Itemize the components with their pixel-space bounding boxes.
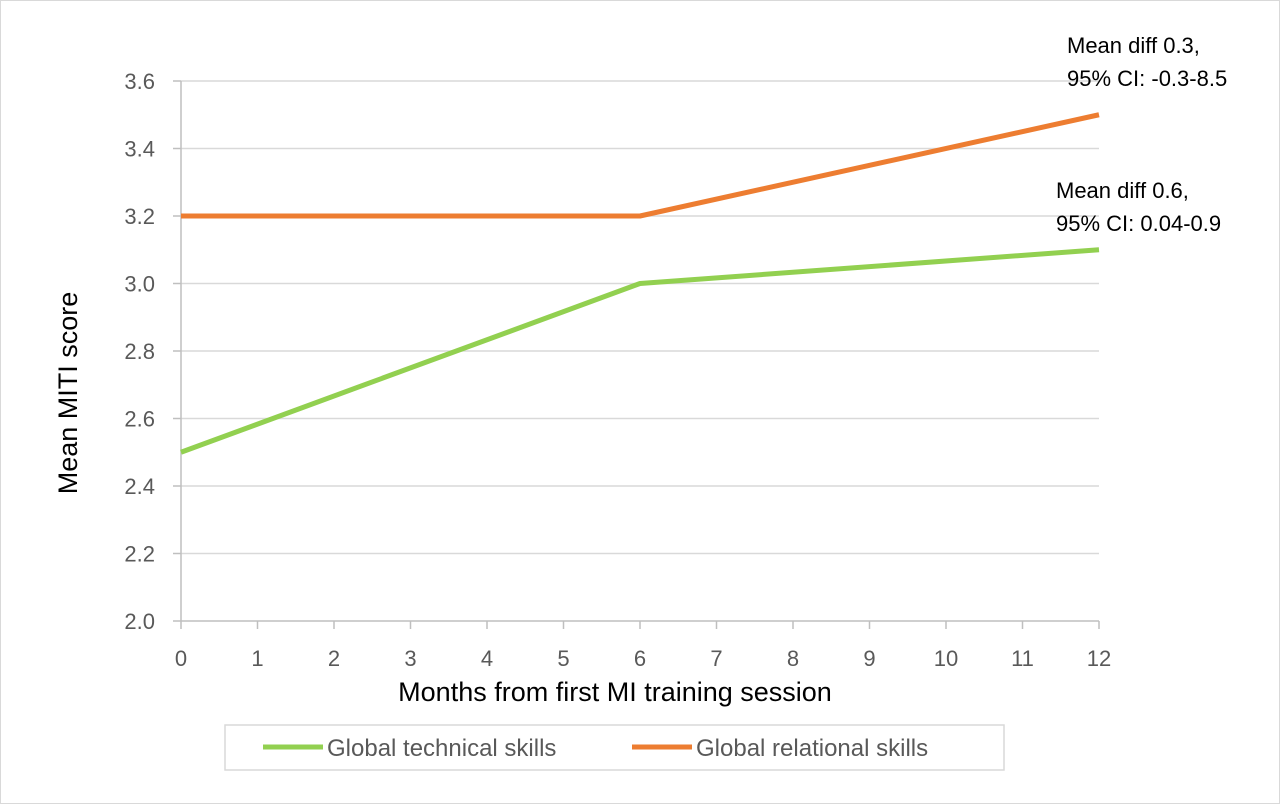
series-line [180,247,1100,455]
x-tick-label: 5 [557,646,569,671]
series-line [181,112,1100,219]
x-tick-label: 7 [710,646,722,671]
x-tick-label: 0 [175,646,187,671]
x-axis-title: Months from first MI training session [398,677,832,707]
x-tick-label: 3 [404,646,416,671]
x-tick-label: 9 [863,646,875,671]
annotation-line: 95% CI: -0.3-8.5 [1067,66,1227,91]
legend-items: Global technical skills Global relational… [263,735,928,762]
y-ticks: 2.0 2.2 2.4 2.6 2.8 3.0 3.2 3.4 3.6 [124,69,181,634]
annotation-line: 95% CI: 0.04-0.9 [1056,211,1221,236]
x-tick-label: 8 [787,646,799,671]
y-tick-label: 2.6 [124,407,155,432]
y-tick-label: 3.2 [124,204,155,229]
legend-label: Global technical skills [327,735,556,762]
annotation-text: Mean diff 0.3, 95% CI: -0.3-8.5 [1067,33,1227,91]
x-tick-label: 11 [1011,646,1034,671]
y-tick-label: 2.4 [124,474,155,499]
x-tick-label: 6 [634,646,646,671]
y-tick-label: 2.2 [124,542,155,567]
x-tick-label: 1 [251,646,263,671]
x-tick-label: 2 [328,646,340,671]
x-tick-label: 4 [481,646,493,671]
legend-box [224,724,1005,771]
annotation-line: Mean diff 0.3, [1067,33,1200,58]
y-tick-label: 3.0 [124,272,155,297]
x-tick-label: 10 [934,646,958,671]
y-axis-title: Mean MITI score [53,292,83,495]
legend: Global technical skills Global relational… [224,724,1005,771]
legend-label: Global relational skills [696,735,928,762]
annotation-text: Mean diff 0.6, 95% CI: 0.04-0.9 [1056,178,1221,236]
y-tick-label: 2.8 [124,339,155,364]
y-tick-label: 3.6 [124,69,155,94]
gridlines [181,80,1099,555]
series [180,112,1100,455]
y-tick-label: 2.0 [124,609,155,634]
x-tick-label: 12 [1087,646,1111,671]
annotation-line: Mean diff 0.6, [1056,178,1189,203]
x-ticks: 0 1 2 3 4 5 6 7 8 9 10 11 12 [175,621,1111,671]
y-tick-label: 3.4 [124,137,155,162]
